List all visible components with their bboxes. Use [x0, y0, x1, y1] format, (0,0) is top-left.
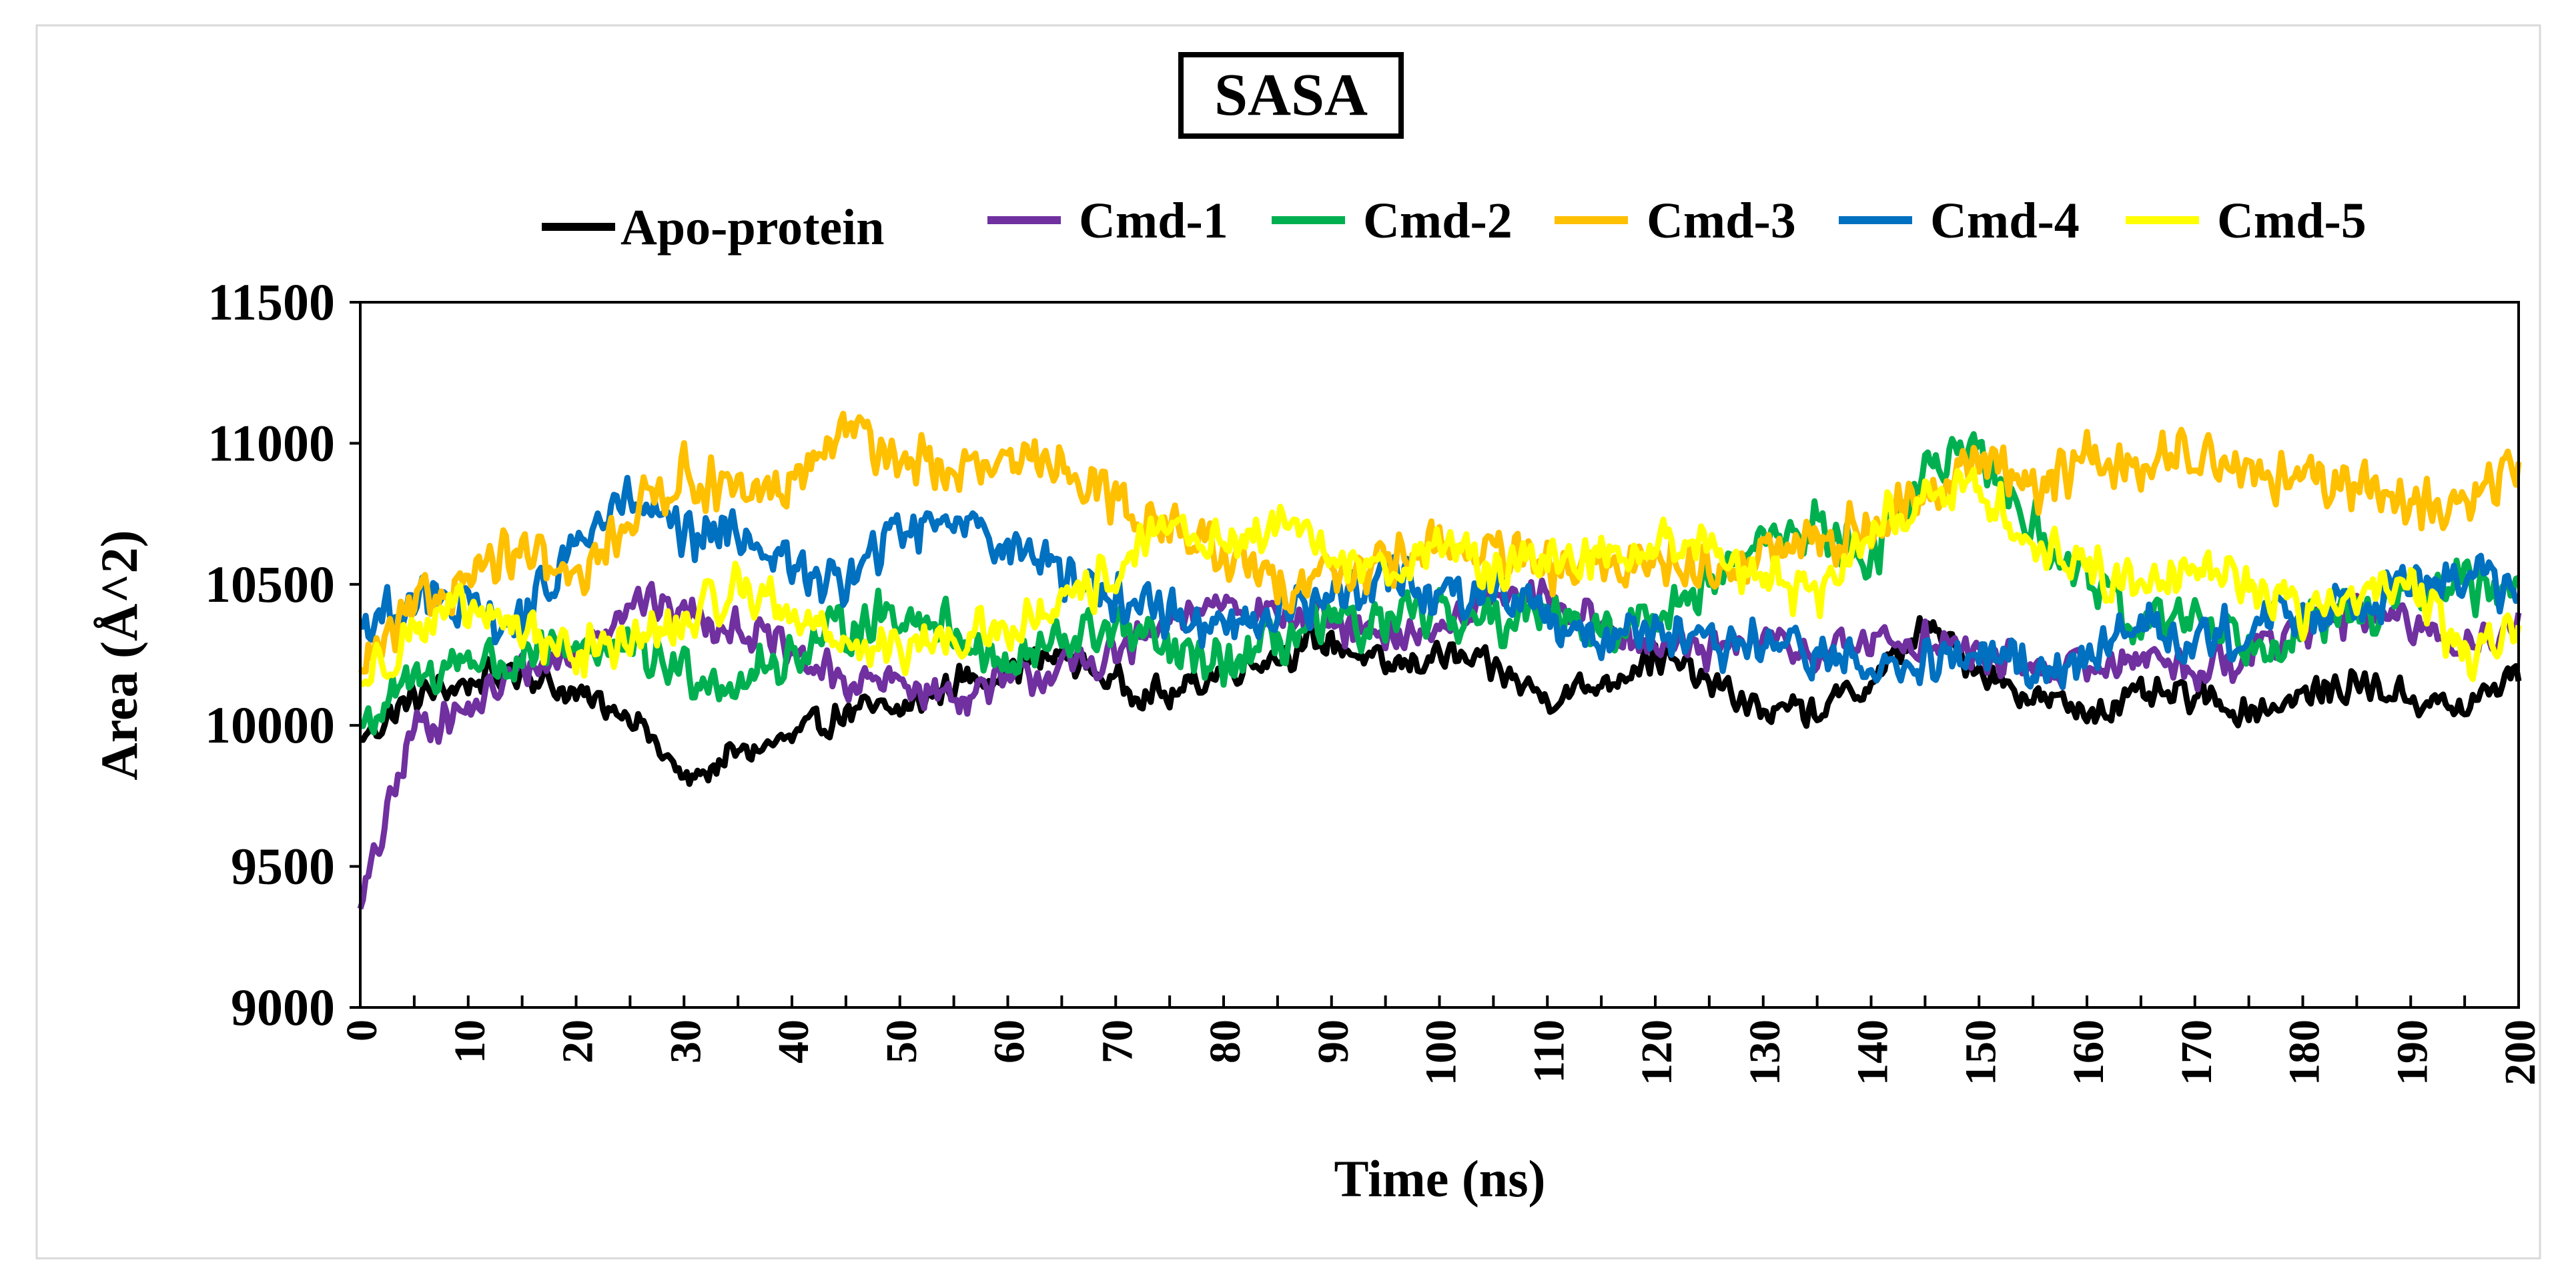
- legend-label: Cmd-2: [1363, 193, 1513, 249]
- legend-item-cmd-3: Cmd-3: [1555, 193, 1796, 249]
- y-tick-label: 9500: [231, 837, 335, 895]
- chart-title: SASA: [1214, 62, 1368, 128]
- legend-label: Cmd-1: [1079, 193, 1228, 249]
- x-axis-label: Time (ns): [1334, 1150, 1545, 1208]
- x-tick-label: 80: [1201, 1019, 1250, 1063]
- legend-item-cmd-5: Cmd-5: [2126, 193, 2367, 249]
- x-tick-label: 50: [877, 1019, 926, 1063]
- x-tick-label: 60: [985, 1019, 1034, 1063]
- x-tick-label: 40: [769, 1019, 818, 1063]
- legend-item-apo-protein: Apo-protein: [542, 199, 885, 256]
- x-tick-label: 70: [1093, 1019, 1142, 1063]
- series-layer: [357, 410, 2522, 910]
- series-line-cmd-5: [359, 466, 2522, 687]
- legend-item-cmd-1: Cmd-1: [987, 193, 1228, 249]
- y-tick-label: 11000: [207, 414, 335, 472]
- x-tick-label: 150: [1956, 1019, 2005, 1086]
- x-tick-label: 120: [1633, 1019, 1681, 1086]
- x-tick-label: 170: [2172, 1019, 2221, 1086]
- legend-label: Cmd-5: [2217, 193, 2367, 249]
- y-tick-label: 9000: [231, 978, 335, 1036]
- x-tick-label: 20: [554, 1019, 602, 1063]
- series-line-apo-protein: [360, 614, 2522, 787]
- y-tick-label: 10000: [205, 696, 335, 754]
- x-tick-label: 110: [1525, 1019, 1573, 1083]
- legend-item-cmd-2: Cmd-2: [1272, 193, 1513, 249]
- x-tick-label: 0: [338, 1019, 386, 1041]
- x-tick-label: 200: [2496, 1019, 2545, 1086]
- legend-label: Apo-protein: [620, 199, 885, 256]
- y-tick-label: 11500: [207, 273, 335, 331]
- x-tick-label: 130: [1741, 1019, 1789, 1086]
- legend: Apo-protein Cmd-1 Cmd-2 Cmd-3 Cmd-4 Cmd-5: [542, 193, 2367, 256]
- x-tick-label: 180: [2280, 1019, 2329, 1086]
- legend-item-cmd-4: Cmd-4: [1839, 193, 2080, 249]
- chart-title-box: [1178, 52, 1404, 139]
- x-tick-label: 100: [1417, 1019, 1466, 1086]
- x-tick-label: 30: [661, 1019, 710, 1063]
- series-line-cmd-4: [360, 474, 2520, 691]
- series-line-cmd-3: [358, 410, 2522, 675]
- x-tick-label: 90: [1309, 1019, 1358, 1063]
- y-tick-label: 10500: [205, 555, 335, 613]
- legend-label: Cmd-4: [1930, 193, 2080, 249]
- x-tick-label: 190: [2388, 1019, 2437, 1086]
- x-axis: 0 10 20 30 40 50 60 70 80 90 100 110 120 130 140 150 160…: [338, 995, 2545, 1086]
- y-axis: 9000 9500 10000 10500 11000 11500: [205, 273, 360, 1036]
- x-tick-label: 140: [1849, 1019, 1897, 1086]
- y-axis-label: Area (Å^2): [90, 530, 148, 780]
- x-tick-label: 10: [446, 1019, 494, 1063]
- legend-label: Cmd-3: [1647, 193, 1796, 249]
- x-tick-label: 160: [2064, 1019, 2113, 1086]
